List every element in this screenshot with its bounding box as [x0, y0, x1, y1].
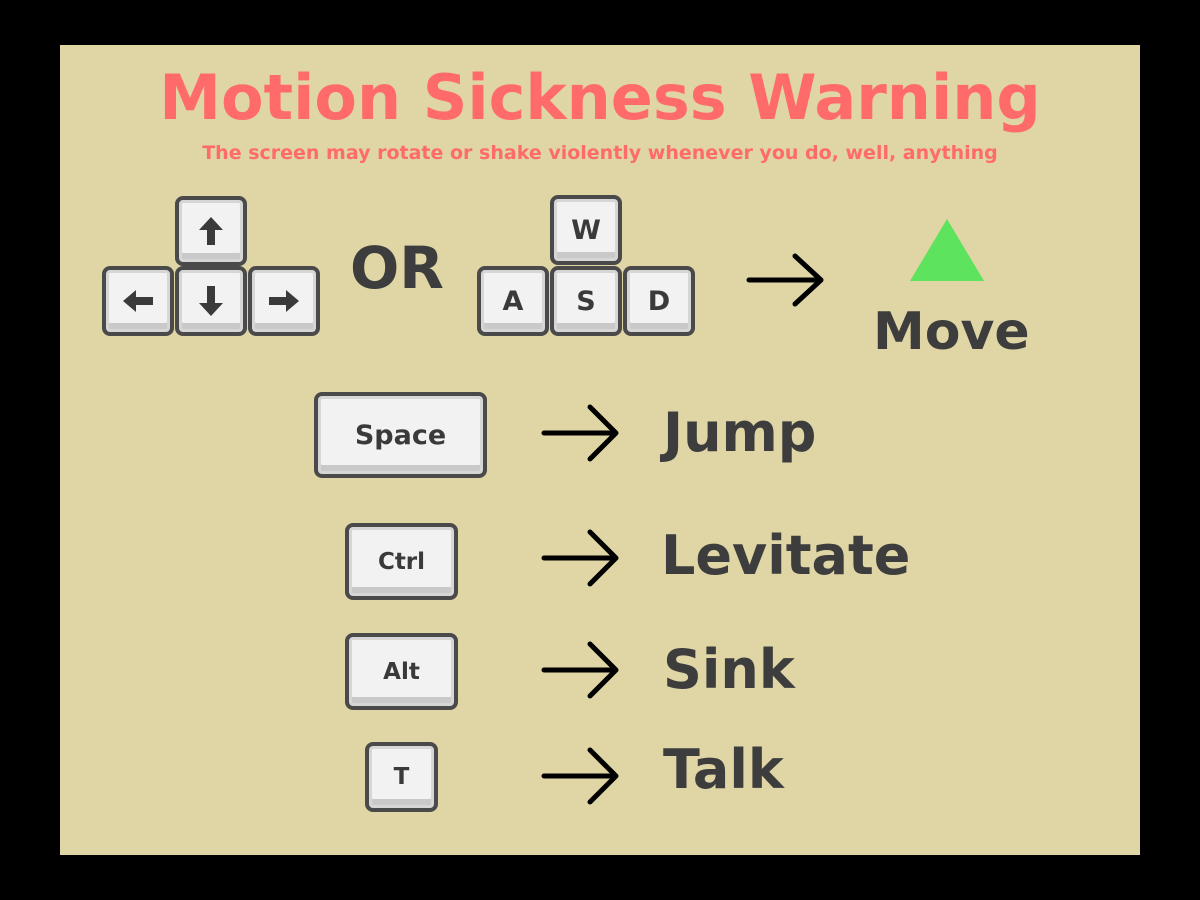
talk-label: Talk: [663, 738, 784, 801]
alt-key: Alt: [345, 633, 458, 710]
green-triangle-icon: [910, 219, 984, 281]
levitate-label: Levitate: [661, 524, 911, 587]
sink-label: Sink: [663, 638, 795, 701]
move-label: Move: [873, 302, 1030, 362]
ctrl-key: Ctrl: [345, 523, 458, 600]
s-key: S: [550, 266, 622, 336]
arrow-right-key: [248, 266, 320, 336]
d-key: D: [623, 266, 695, 336]
warning-subtitle: The screen may rotate or shake violently…: [202, 142, 998, 164]
arrow-up-icon: [199, 217, 223, 245]
move-arrow-icon: [746, 253, 824, 307]
arrow-right-icon: [269, 290, 299, 312]
jump-label: Jump: [663, 401, 817, 464]
a-key: A: [477, 266, 549, 336]
arrow-down-icon: [199, 286, 223, 316]
levitate-arrow-icon: [541, 529, 619, 587]
sink-arrow-icon: [541, 641, 619, 699]
page-title: Motion Sickness Warning: [159, 61, 1041, 134]
arrow-left-key: [102, 266, 174, 336]
t-key: T: [365, 742, 438, 812]
arrow-up-key: [175, 196, 247, 266]
arrow-left-icon: [123, 290, 153, 312]
space-key: Space: [314, 392, 487, 478]
talk-arrow-icon: [541, 747, 619, 805]
or-separator: OR: [350, 234, 444, 302]
jump-arrow-icon: [541, 404, 619, 462]
w-key: W: [550, 195, 622, 265]
arrow-down-key: [175, 266, 247, 336]
